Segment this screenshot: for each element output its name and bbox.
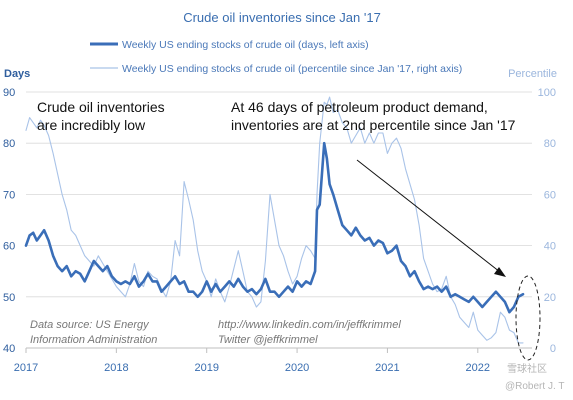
- x-tick-label: 2017: [14, 362, 38, 374]
- right-tick-label: 60: [544, 189, 556, 201]
- left-axis-ticks: 40 50 60 70 80 90: [3, 87, 15, 355]
- annotation-left-line1: Crude oil inventories: [37, 99, 165, 115]
- x-tick-label: 2018: [104, 362, 128, 374]
- legend-label-percentile: Weekly US ending stocks of crude oil (pe…: [122, 63, 462, 75]
- left-tick-label: 90: [3, 87, 15, 99]
- right-tick-label: 40: [544, 241, 556, 253]
- link-linkedin: http://www.linkedin.com/in/jeffkrimmel: [218, 319, 401, 331]
- right-tick-label: 80: [544, 138, 556, 150]
- source-line2: Information Administration: [30, 334, 157, 346]
- annotation-right-line1: At 46 days of petroleum product demand,: [231, 99, 488, 115]
- x-tick-label: 2021: [375, 362, 399, 374]
- right-tick-label: 100: [538, 87, 556, 99]
- watermark-cn: 雪球社区: [507, 362, 547, 375]
- left-tick-label: 70: [3, 189, 15, 201]
- left-tick-label: 80: [3, 138, 15, 150]
- left-tick-label: 40: [3, 343, 15, 355]
- right-axis-ticks: 0 20 40 60 80 100: [538, 87, 556, 355]
- left-axis-title: Days: [4, 68, 30, 80]
- right-tick-label: 20: [544, 292, 556, 304]
- right-axis-title: Percentile: [508, 68, 557, 80]
- x-tick-label: 2020: [285, 362, 309, 374]
- annotation-right-line2: inventories are at 2nd percentile since …: [231, 117, 516, 133]
- chart-title: Crude oil inventories since Jan '17: [183, 10, 381, 25]
- right-tick-label: 0: [550, 343, 556, 355]
- annotation-arrow: [357, 160, 500, 272]
- legend-label-days: Weekly US ending stocks of crude oil (da…: [122, 39, 369, 51]
- highlight-ellipse: [516, 276, 540, 360]
- x-tick-label: 2019: [194, 362, 218, 374]
- watermark-author: @Robert J. T: [505, 381, 564, 392]
- series-layer: [26, 97, 523, 343]
- link-twitter: Twitter @jeffkrimmel: [218, 334, 318, 346]
- left-tick-label: 50: [3, 292, 15, 304]
- source-line1: Data source: US Energy: [30, 319, 150, 331]
- left-tick-label: 60: [3, 241, 15, 253]
- series-line-percentile: [26, 97, 523, 343]
- annotation-left-line2: are incredibly low: [37, 117, 146, 133]
- x-tick-label: 2022: [466, 362, 490, 374]
- x-axis-ticks: 2017 2018 2019 2020 2021 2022: [14, 362, 490, 374]
